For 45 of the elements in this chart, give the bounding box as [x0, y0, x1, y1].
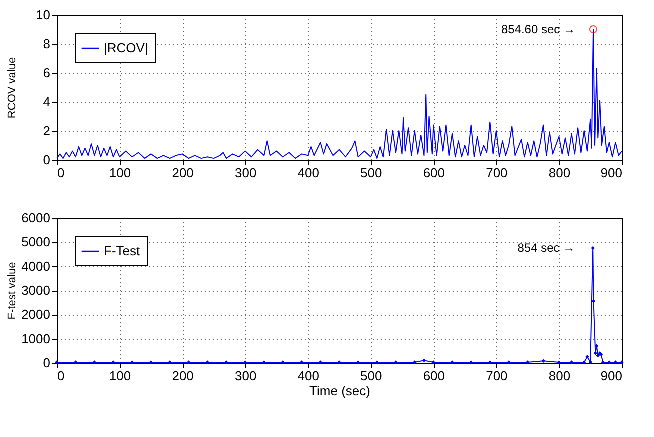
y-tick-label: 4 — [43, 94, 50, 110]
y-axis-title: RCOV value — [6, 57, 18, 119]
y-tick-label: 2000 — [22, 307, 50, 322]
y-tick-label: 0 — [43, 152, 50, 168]
x-tick-label: 700 — [486, 166, 508, 180]
x-tick-label: 0 — [58, 368, 65, 384]
x-tick-label: 100 — [109, 368, 132, 384]
x-tick-label: 900 — [600, 166, 622, 180]
x-axis-title: Time (sec) — [310, 384, 370, 398]
x-tick-label: 400 — [298, 166, 320, 180]
x-tick-label: 800 — [548, 368, 571, 384]
y-tick-label: 2 — [43, 124, 50, 138]
x-tick-label: 700 — [486, 368, 508, 384]
legend-label: F-Test — [104, 244, 140, 258]
legend-label: |RCOV| — [104, 40, 148, 56]
x-tick-label: 500 — [360, 368, 382, 384]
point — [594, 351, 598, 356]
y-tick-label: 5000 — [22, 234, 50, 250]
y-tick-label: 6 — [43, 66, 50, 80]
y-tick-label: 0 — [43, 356, 50, 370]
x-tick-label: 300 — [234, 368, 257, 384]
y-tick-label: 10 — [36, 8, 50, 22]
x-tick-label: 200 — [172, 368, 194, 384]
annotation: 854.60 sec → — [501, 22, 576, 36]
y-axis-title: F-test value — [6, 262, 18, 320]
x-tick-label: 0 — [58, 166, 65, 180]
y-tick-label: 6000 — [22, 210, 50, 226]
y-tick-label: 1000 — [22, 331, 50, 346]
x-tick-label: 100 — [109, 166, 132, 180]
x-tick-label: 200 — [172, 166, 194, 180]
x-tick-label: 600 — [423, 368, 446, 384]
x-tick-label: 500 — [360, 166, 382, 180]
point — [422, 358, 426, 362]
y-tick-label: 3000 — [22, 283, 50, 298]
x-tick-label: 800 — [548, 166, 571, 180]
x-tick-label: 600 — [423, 166, 446, 180]
point — [588, 360, 592, 364]
x-tick-label: 900 — [600, 368, 622, 384]
point — [595, 344, 599, 348]
y-tick-label: 4000 — [22, 258, 50, 274]
annotation: 854 sec → — [518, 241, 576, 256]
x-tick-label: 300 — [234, 166, 257, 180]
x-tick-label: 400 — [298, 368, 320, 384]
y-tick-label: 8 — [43, 36, 50, 52]
point — [591, 246, 595, 250]
